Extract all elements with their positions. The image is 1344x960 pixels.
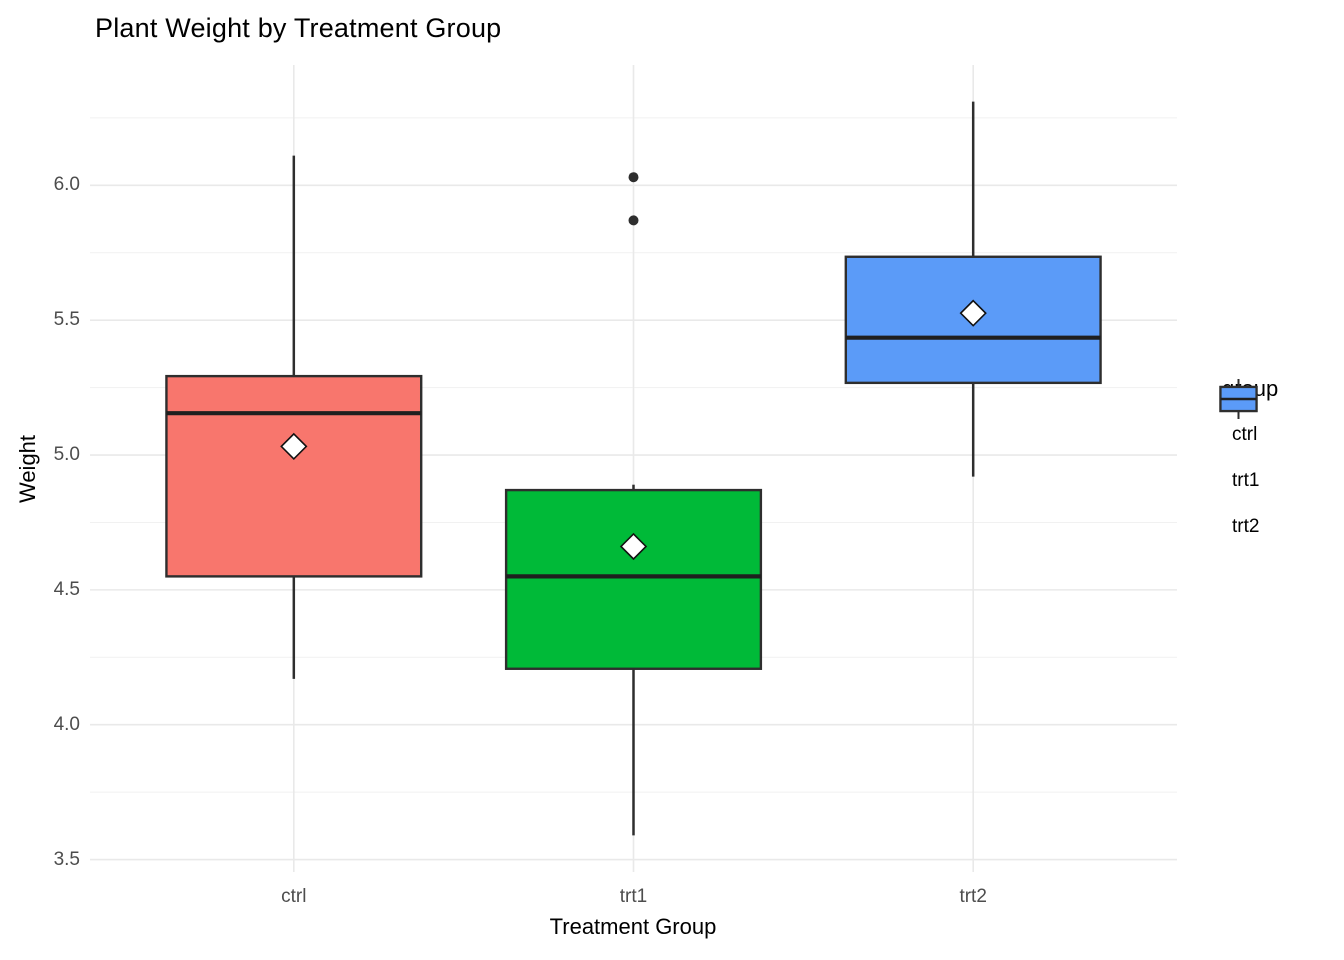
y-tick-label: 6.0 bbox=[53, 174, 80, 196]
box-trt1 bbox=[504, 488, 763, 670]
x-tick-label-ctrl: ctrl bbox=[281, 886, 307, 907]
legend-label: trt1 bbox=[1232, 470, 1260, 491]
box-ctrl bbox=[165, 374, 423, 578]
y-tick-label: 5.0 bbox=[53, 444, 80, 465]
y-tick-label: 5.5 bbox=[53, 309, 80, 331]
x-axis-title: Treatment Group bbox=[549, 914, 717, 939]
outlier-point bbox=[628, 215, 639, 226]
mean-diamond bbox=[280, 432, 308, 461]
legend-key-icon bbox=[1219, 379, 1258, 419]
x-tick-label-trt2: trt2 bbox=[959, 886, 987, 907]
mean-diamond bbox=[619, 532, 648, 561]
y-tick-label: 4.5 bbox=[53, 578, 80, 600]
x-tick-label-trt1: trt1 bbox=[619, 886, 648, 907]
legend-entry-trt1: trt1 bbox=[1219, 379, 1339, 504]
y-tick-label: 4.0 bbox=[53, 713, 80, 735]
y-axis-title: Weight bbox=[15, 434, 40, 504]
mean-diamond bbox=[959, 299, 987, 327]
legend-label: trt2 bbox=[1232, 516, 1260, 537]
y-tick-label: 3.5 bbox=[53, 848, 80, 870]
legend-entry-trt2: trt2 bbox=[1219, 379, 1339, 550]
legend-entries: ctrl trt1 trt2 bbox=[1219, 379, 1339, 550]
legend-label: ctrl bbox=[1232, 424, 1258, 445]
outlier-point bbox=[628, 172, 639, 183]
chart-title: Plant Weight by Treatment Group bbox=[95, 13, 502, 43]
